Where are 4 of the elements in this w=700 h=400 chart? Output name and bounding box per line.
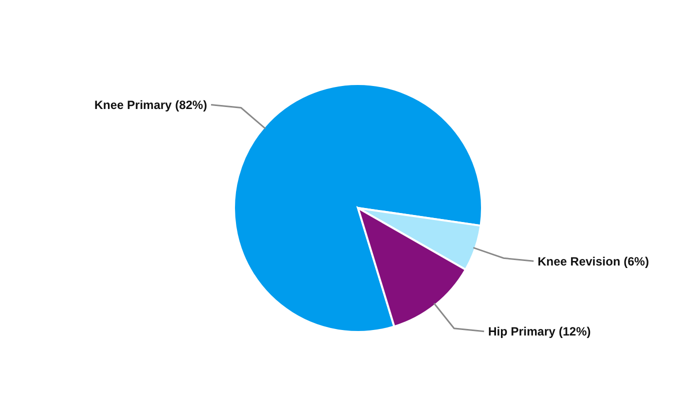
pie-slice (233, 83, 483, 333)
slice-label: Knee Primary (82%) (94, 98, 208, 112)
slice-label: Hip Primary (12%) (488, 324, 591, 339)
slice-label: Knee Revision (6%) (538, 254, 649, 268)
